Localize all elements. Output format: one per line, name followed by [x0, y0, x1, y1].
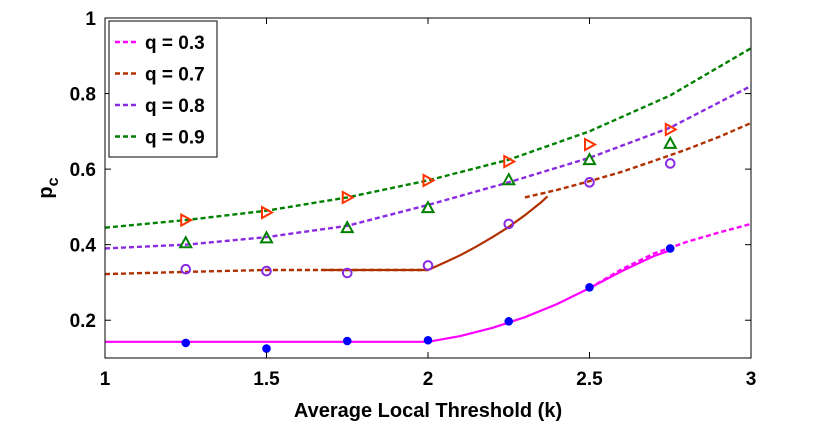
series-03-dashed-line	[588, 222, 751, 290]
series-03-point	[423, 335, 433, 345]
legend: q = 0.3 q = 0.7 q = 0.8 q = 0.9	[108, 20, 218, 158]
series-08-point	[420, 200, 436, 214]
series-03-point	[504, 317, 514, 326]
x-tick-label: 2	[423, 369, 434, 390]
plot-area	[105, 47, 751, 353]
series-07-dashed-line-upper	[524, 121, 751, 199]
series-03-point	[665, 244, 675, 253]
series-09-point	[422, 173, 436, 188]
series-09-dashed-line	[105, 47, 751, 229]
series-07-point	[664, 158, 676, 169]
y-axis-label: pc	[35, 177, 62, 198]
y-tick-label: 1	[85, 9, 96, 30]
series-09-point	[503, 154, 517, 169]
series-07-point	[341, 267, 353, 279]
series-03-point	[262, 344, 271, 353]
legend-label: q = 0.7	[145, 65, 205, 86]
y-tick-label: 0.8	[70, 85, 96, 106]
x-tick-label: 3	[746, 369, 757, 390]
series-08-point	[340, 220, 355, 234]
series-03-solid-line	[105, 249, 671, 343]
x-tick-label: 2.5	[576, 369, 603, 390]
series-07-point	[422, 260, 434, 271]
series-09-point	[664, 122, 678, 137]
y-tick-label: 0.6	[70, 160, 96, 181]
series-07-point	[584, 177, 595, 188]
y-tick-label: 0.4	[70, 236, 97, 257]
series-08-point	[663, 135, 678, 149]
series-03-point	[585, 283, 594, 292]
x-axis-label: Average Local Threshold (k)	[294, 400, 562, 422]
series-08-point	[259, 230, 274, 244]
series-08-dashed-line	[105, 84, 751, 250]
series-07-point	[261, 265, 272, 277]
axes: 1 1.5 2 2.5 3 0.2 0.4 0.6 0.8 1 Average Local Thre…	[35, 9, 756, 422]
series-07-solid-line	[324, 195, 549, 272]
series-09-point	[261, 205, 275, 220]
legend-label: q = 0.3	[145, 33, 205, 54]
series-03-point	[181, 338, 191, 348]
y-tick-label: 0.2	[70, 311, 96, 332]
x-tick-label: 1.5	[253, 369, 280, 390]
series-07-dashed-line	[105, 268, 428, 276]
x-tick-label: 1	[100, 369, 111, 390]
series-08-point	[178, 235, 193, 249]
series-07-point	[503, 218, 515, 230]
series-09-point	[584, 137, 598, 152]
legend-label: q = 0.8	[145, 96, 205, 117]
series-07-point	[180, 263, 192, 275]
legend-box	[108, 20, 218, 158]
legend-label: q = 0.9	[145, 128, 205, 149]
series-08-point	[501, 172, 516, 186]
series-08-point	[582, 152, 597, 166]
series-09-point	[180, 212, 194, 228]
series-09-point	[341, 190, 355, 205]
series-03-point	[342, 336, 352, 346]
